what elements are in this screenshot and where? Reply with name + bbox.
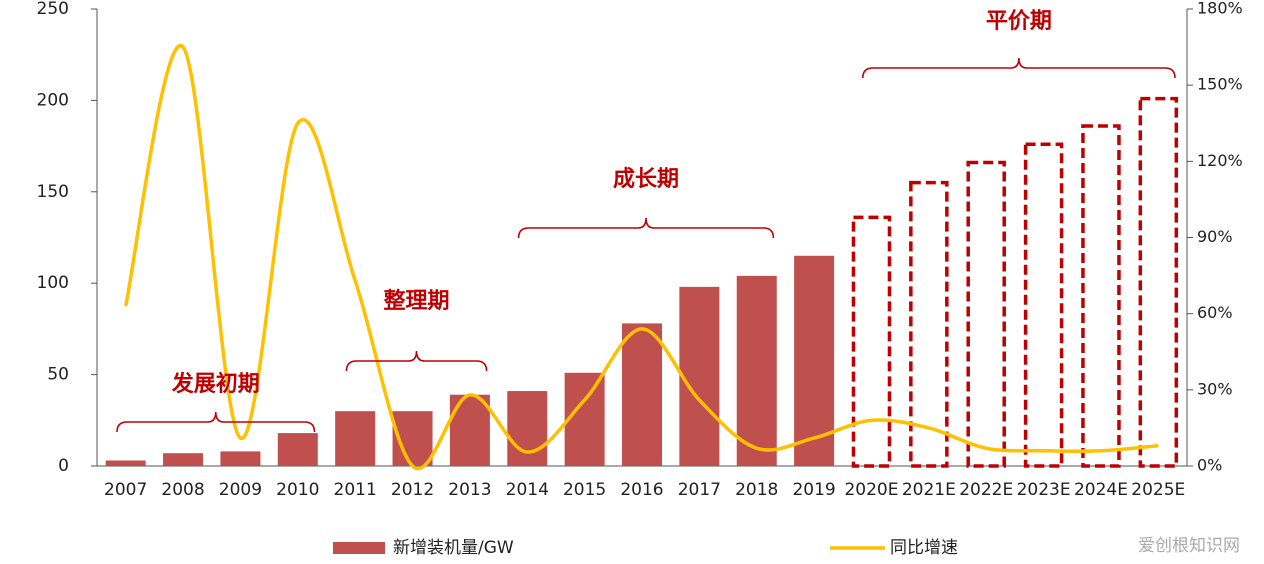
y-tick-label: 150 [37, 182, 69, 202]
bar [335, 411, 376, 466]
x-tick-label: 2010 [276, 480, 319, 500]
annotation: 整理期 [384, 288, 450, 314]
y2-tick-label: 0% [1197, 456, 1222, 475]
x-tick-label: 2009 [219, 480, 262, 500]
x-tick-label: 2018 [735, 480, 778, 500]
bar [736, 275, 777, 466]
bar [1081, 124, 1121, 468]
x-tick-label: 2020E [844, 480, 898, 500]
bar [220, 451, 261, 466]
x-tick-label: 2022E [959, 480, 1013, 500]
x-tick-label: 2024E [1074, 480, 1128, 500]
y-tick-label: 50 [47, 365, 69, 385]
bar [105, 460, 146, 466]
x-tick-label: 2012 [391, 480, 434, 500]
y2-tick-label: 30% [1197, 379, 1233, 398]
annotation: 发展初期 [171, 371, 260, 397]
x-tick-label: 2007 [104, 480, 147, 500]
x-tick-label: 2025E [1131, 480, 1185, 500]
y2-tick-label: 150% [1197, 75, 1243, 94]
annotation-bracket [116, 411, 316, 433]
x-tick-label: 2017 [678, 480, 721, 500]
x-tick-label: 2023E [1017, 480, 1071, 500]
legend-swatch [333, 542, 385, 554]
x-tick-label: 2014 [506, 480, 549, 500]
bar [851, 215, 892, 468]
annotation: 成长期 [613, 166, 679, 192]
annotation: 平价期 [986, 8, 1052, 34]
x-tick-label: 2021E [902, 480, 956, 500]
bar [966, 160, 1006, 468]
bar [909, 180, 949, 468]
bar [622, 323, 662, 466]
bar [507, 391, 548, 466]
y2-tick-label: 120% [1197, 151, 1243, 170]
x-tick-label: 2008 [161, 480, 204, 500]
x-tick-label: 2011 [334, 480, 377, 500]
bar [449, 394, 490, 466]
watermark: 爱创根知识网 [1138, 536, 1240, 556]
annotation-bracket [861, 57, 1176, 79]
line [123, 43, 1159, 471]
x-tick-label: 2013 [448, 480, 491, 500]
annotation-bracket [517, 217, 775, 239]
y2-tick-label: 180% [1197, 0, 1243, 18]
bar [1023, 142, 1064, 468]
legend-label: 新增装机量/GW [393, 538, 514, 558]
bar [564, 372, 605, 466]
bar [1138, 96, 1179, 468]
bar [794, 255, 835, 466]
y-tick-label: 250 [37, 0, 69, 19]
y-tick-label: 200 [37, 90, 69, 110]
y2-tick-label: 60% [1197, 303, 1233, 322]
y-tick-label: 100 [37, 273, 69, 293]
bar [277, 433, 318, 466]
bar [163, 453, 204, 466]
y-tick-label: 0 [58, 456, 69, 476]
x-tick-label: 2015 [563, 480, 606, 500]
x-tick-label: 2019 [792, 480, 835, 500]
annotation-bracket [345, 350, 488, 372]
y2-tick-label: 90% [1197, 227, 1233, 246]
bar [679, 286, 720, 466]
legend-label: 同比增速 [890, 538, 958, 558]
x-tick-label: 2016 [620, 480, 663, 500]
